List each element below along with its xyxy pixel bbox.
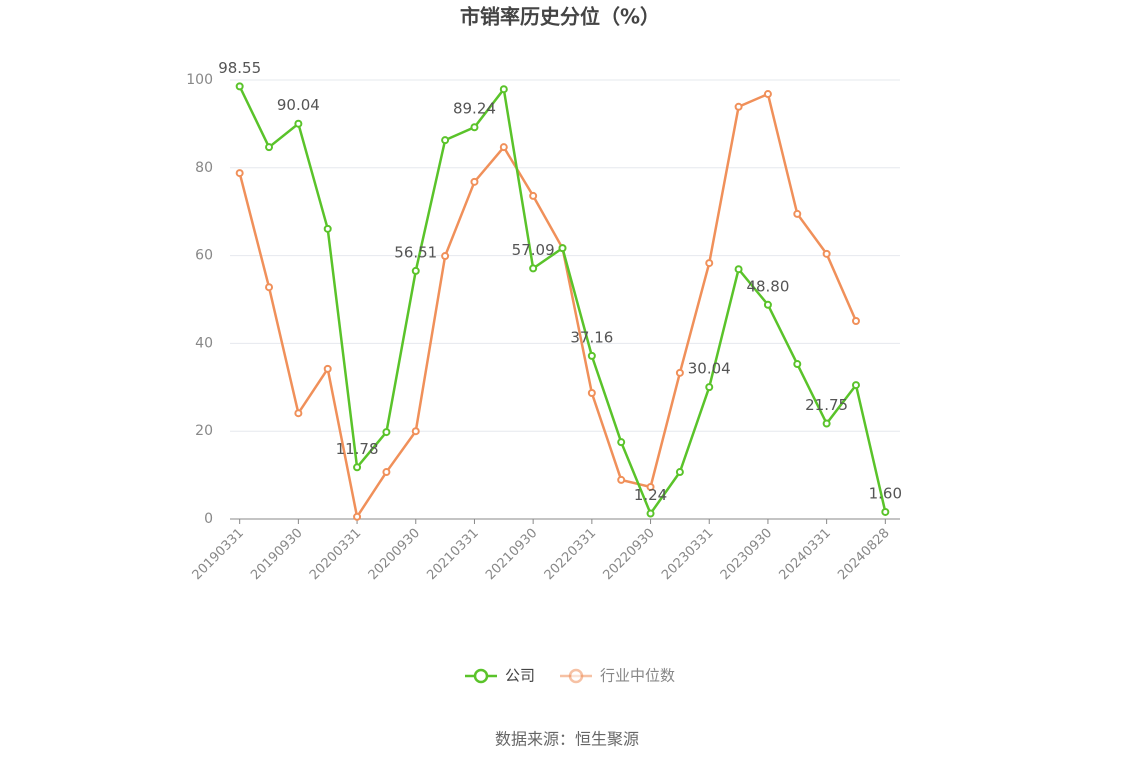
x-tick-label: 20190930 xyxy=(248,526,305,583)
data-point xyxy=(763,90,772,99)
data-point xyxy=(617,438,626,447)
data-point xyxy=(323,224,332,233)
data-point xyxy=(323,364,332,373)
data-point xyxy=(470,123,479,132)
data-point xyxy=(675,368,684,377)
data-point xyxy=(235,82,244,91)
data-label: 98.55 xyxy=(218,59,261,77)
data-point xyxy=(529,191,538,200)
y-tick-label: 100 xyxy=(186,72,213,88)
x-tick-label: 20220331 xyxy=(542,526,599,583)
data-point xyxy=(411,266,420,275)
data-point xyxy=(793,209,802,218)
data-point xyxy=(499,143,508,152)
x-tick-label: 20240331 xyxy=(777,526,834,583)
legend-label: 行业中位数 xyxy=(600,667,675,685)
data-label: 37.16 xyxy=(570,328,613,346)
data-label: 1.24 xyxy=(634,486,667,504)
data-label: 11.78 xyxy=(336,440,379,458)
data-point xyxy=(734,265,743,274)
data-point xyxy=(617,475,626,484)
data-point xyxy=(499,85,508,94)
data-label: 21.75 xyxy=(805,396,848,414)
data-point xyxy=(587,351,596,360)
x-tick-label: 20210930 xyxy=(483,526,540,583)
legend-marker xyxy=(473,668,489,684)
data-point xyxy=(265,143,274,152)
legend-label: 公司 xyxy=(505,667,535,685)
data-point xyxy=(265,283,274,292)
data-point xyxy=(294,409,303,418)
data-point xyxy=(558,244,567,253)
y-tick-label: 40 xyxy=(195,335,213,351)
data-point xyxy=(353,463,362,472)
data-label: 56.51 xyxy=(394,243,437,261)
y-tick-label: 20 xyxy=(195,423,213,439)
x-tick-label: 20210331 xyxy=(424,526,481,583)
data-point xyxy=(294,119,303,128)
data-point xyxy=(587,389,596,398)
data-point xyxy=(235,169,244,178)
data-point xyxy=(881,507,890,516)
data-point xyxy=(470,177,479,186)
data-point xyxy=(705,259,714,268)
data-point xyxy=(441,252,450,261)
data-point xyxy=(822,249,831,258)
data-point xyxy=(851,317,860,326)
data-point xyxy=(382,468,391,477)
series-line xyxy=(238,92,858,521)
data-point xyxy=(822,419,831,428)
x-tick-label: 20230331 xyxy=(659,526,716,583)
x-tick-label: 20200331 xyxy=(307,526,364,583)
data-label: 57.09 xyxy=(512,241,555,259)
legend-item: 行业中位数 xyxy=(560,667,675,685)
data-point xyxy=(734,102,743,111)
data-label: 1.60 xyxy=(869,484,902,502)
data-point xyxy=(382,428,391,437)
x-tick-label: 20240828 xyxy=(835,526,892,583)
data-point xyxy=(851,381,860,390)
data-point xyxy=(763,300,772,309)
legend-item: 公司 xyxy=(465,667,535,685)
y-tick-label: 60 xyxy=(195,248,213,264)
data-point xyxy=(793,360,802,369)
data-point xyxy=(411,427,420,436)
x-tick-label: 20190331 xyxy=(190,526,247,583)
y-tick-label: 80 xyxy=(195,160,213,176)
data-point xyxy=(675,468,684,477)
x-tick-label: 20230930 xyxy=(718,526,775,583)
y-tick-label: 0 xyxy=(204,511,213,527)
data-label: 89.24 xyxy=(453,100,496,118)
source: 数据来源：恒生聚源 xyxy=(495,730,639,749)
data-point xyxy=(441,136,450,145)
data-point xyxy=(646,482,655,491)
chart-title: 市销率历史分位（%） xyxy=(460,5,660,29)
x-tick-label: 20200930 xyxy=(366,526,423,583)
x-tick-label: 20220930 xyxy=(600,526,657,583)
legend-marker xyxy=(568,668,584,684)
data-point xyxy=(705,383,714,392)
data-label: 30.04 xyxy=(688,360,731,378)
data-label: 90.04 xyxy=(277,96,320,114)
data-point xyxy=(646,509,655,518)
data-point xyxy=(353,512,362,521)
data-label: 48.80 xyxy=(746,277,789,295)
data-point xyxy=(529,264,538,273)
